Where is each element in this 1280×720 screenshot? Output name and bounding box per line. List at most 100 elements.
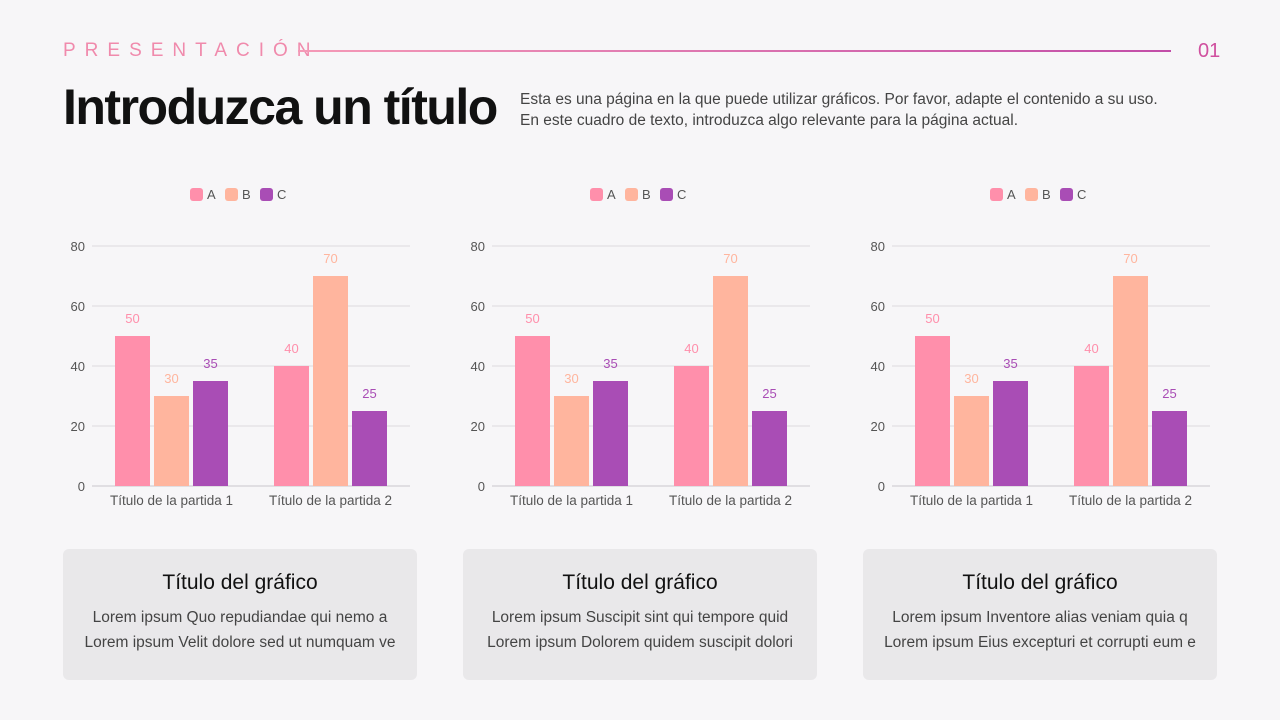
bar-A [115,336,150,486]
legend-swatch-A [990,188,1003,201]
legend-label-A: A [207,187,216,202]
y-tick-label: 0 [878,479,885,494]
card-title: Título del gráfico [162,571,318,594]
data-label-B: 30 [164,371,178,386]
data-label-B: 30 [564,371,578,386]
x-tick-label: Título de la partida 1 [510,493,633,508]
description-line: En este cuadro de texto, introduzca algo… [520,112,1019,129]
bar-A [515,336,550,486]
y-tick-label: 0 [478,479,485,494]
data-label-B: 70 [1123,251,1137,266]
card-text: Lorem ipsum Suscipit sint qui tempore qu… [491,609,789,626]
legend-label-B: B [642,187,651,202]
data-label-A: 50 [525,311,539,326]
y-tick-label: 20 [471,419,485,434]
y-tick-label: 40 [471,359,485,374]
data-label-A: 40 [684,341,698,356]
legend-label-A: A [1007,187,1016,202]
card-title: Título del gráfico [962,571,1118,594]
x-tick-label: Título de la partida 1 [110,493,233,508]
legend-swatch-A [190,188,203,201]
bar-B [313,276,348,486]
y-tick-label: 60 [471,299,485,314]
description-line: Esta es una página en la que puede utili… [520,91,1158,108]
card-text: Lorem ipsum Velit dolore sed ut numquam … [84,634,396,651]
legend-swatch-B [1025,188,1038,201]
data-label-C: 35 [603,356,617,371]
chart-svg: A B C 0 20 40 60 80 50 30 35 Título de la partida 1… [471,187,810,508]
y-tick-label: 80 [471,239,485,254]
bar-chart-1: A B C 0 20 40 60 80 50 30 35 Título de la partida 1… [0,175,410,515]
legend-label-B: B [242,187,251,202]
card-text: Lorem ipsum Eius excepturi et corrupti e… [884,634,1196,651]
data-label-C: 35 [203,356,217,371]
bar-C [993,381,1028,486]
legend-swatch-C [260,188,273,201]
bar-C [593,381,628,486]
y-tick-label: 0 [78,479,85,494]
page-title: Introduzca un título [63,79,498,135]
bar-chart-3: A B C 0 20 40 60 80 50 30 35 Título de la partida 1… [800,175,1210,515]
legend-swatch-C [1060,188,1073,201]
legend-label-C: C [677,187,686,202]
legend-label-B: B [1042,187,1051,202]
data-label-C: 35 [1003,356,1017,371]
header-divider [298,50,1171,52]
data-label-A: 50 [925,311,939,326]
chart-svg: A B C 0 20 40 60 80 50 30 35 Título de la partida 1… [71,187,410,508]
legend-swatch-A [590,188,603,201]
data-label-B: 70 [323,251,337,266]
bar-C [352,411,387,486]
legend-swatch-B [625,188,638,201]
legend-swatch-C [660,188,673,201]
bar-B [1113,276,1148,486]
x-tick-label: Título de la partida 2 [669,493,792,508]
card-text: Lorem ipsum Quo repudiandae qui nemo a [92,609,388,626]
section-kicker: PRESENTACIÓN [63,40,320,61]
data-label-C: 25 [762,386,776,401]
y-tick-label: 40 [871,359,885,374]
card-text: Lorem ipsum Dolorem quidem suscipit dolo… [487,634,793,651]
legend-swatch-B [225,188,238,201]
x-tick-label: Título de la partida 2 [269,493,392,508]
data-label-B: 70 [723,251,737,266]
bar-B [154,396,189,486]
bar-C [752,411,787,486]
page-description: Esta es una página en la que puede utili… [520,89,1158,131]
chart-card-2: Título del gráfico Lorem ipsum Suscipit … [463,549,817,680]
y-tick-label: 60 [71,299,85,314]
card-title: Título del gráfico [562,571,718,594]
bar-B [713,276,748,486]
data-label-A: 40 [284,341,298,356]
y-tick-label: 20 [871,419,885,434]
data-label-B: 30 [964,371,978,386]
chart-card-1: Título del gráfico Lorem ipsum Quo repud… [63,549,417,680]
bar-A [915,336,950,486]
y-tick-label: 60 [871,299,885,314]
x-tick-label: Título de la partida 1 [910,493,1033,508]
bar-C [193,381,228,486]
bar-chart-2: A B C 0 20 40 60 80 50 30 35 Título de la partida 1… [400,175,810,515]
bar-B [554,396,589,486]
y-tick-label: 40 [71,359,85,374]
y-tick-label: 80 [871,239,885,254]
bar-A [1074,366,1109,486]
data-label-C: 25 [362,386,376,401]
data-label-A: 40 [1084,341,1098,356]
chart-card-3: Título del gráfico Lorem ipsum Inventore… [863,549,1217,680]
data-label-A: 50 [125,311,139,326]
legend-label-A: A [607,187,616,202]
card-text: Lorem ipsum Inventore alias veniam quia … [892,609,1188,626]
x-tick-label: Título de la partida 2 [1069,493,1192,508]
bar-A [274,366,309,486]
page-number: 01 [1198,40,1221,62]
legend-label-C: C [1077,187,1086,202]
legend-label-C: C [277,187,286,202]
y-tick-label: 20 [71,419,85,434]
chart-svg: A B C 0 20 40 60 80 50 30 35 Título de la partida 1… [871,187,1210,508]
bar-A [674,366,709,486]
data-label-C: 25 [1162,386,1176,401]
bar-C [1152,411,1187,486]
y-tick-label: 80 [71,239,85,254]
bar-B [954,396,989,486]
